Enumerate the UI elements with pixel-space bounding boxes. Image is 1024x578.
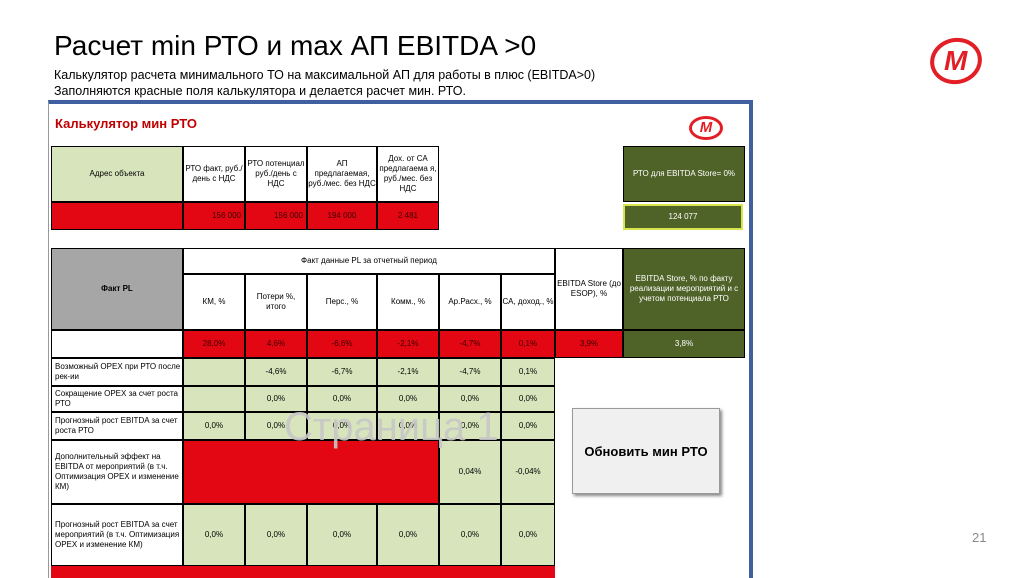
row-label: Сокращение OPEX за счет роста РТО: [51, 386, 183, 412]
brand-logo: М: [925, 33, 987, 89]
rto-fact-header: РТО факт, руб./день с НДС: [183, 146, 245, 202]
col-comm: Комм., %: [377, 274, 439, 330]
row2-c2: 0,0%: [307, 412, 377, 440]
watermark: Страница 1: [284, 405, 499, 449]
row1-c4: 0,0%: [439, 386, 501, 412]
row3-c0: 0,04%: [439, 440, 501, 504]
row0-c5: 0,1%: [501, 358, 555, 386]
row1-c5: 0,0%: [501, 386, 555, 412]
row2-c1: 0,0%: [245, 412, 307, 440]
rto-ebitda-value: 124 077: [623, 204, 743, 230]
row2-c0: 0,0%: [183, 412, 245, 440]
fact-comm[interactable]: -2,1%: [377, 330, 439, 358]
col-rent: Ар.Расх., %: [439, 274, 501, 330]
col-ca: СА, доход., %: [501, 274, 555, 330]
income-ca-header: Дох. от СА предлагаема я, руб./мес. без …: [377, 146, 439, 202]
update-min-rto-button[interactable]: Обновить мин РТО: [572, 408, 720, 494]
row4-c2: 0,0%: [307, 504, 377, 566]
row2-c5: 0,0%: [501, 412, 555, 440]
fact-rent[interactable]: -4,7%: [439, 330, 501, 358]
fact-pl-label: Факт PL: [51, 248, 183, 330]
col-ebitda: EBITDA Store (до ESOP), %: [555, 248, 623, 330]
address-input[interactable]: [51, 202, 183, 230]
row0-c2: -6,7%: [307, 358, 377, 386]
col-losses: Потери %, итого: [245, 274, 307, 330]
row1-c2: 0,0%: [307, 386, 377, 412]
rto-potential-input[interactable]: 156 000: [245, 202, 307, 230]
rto-fact-input[interactable]: 156 000: [183, 202, 245, 230]
rto-potential-header: РТО потенциал руб./день с НДС: [245, 146, 307, 202]
ebitda-fact-header: EBITDA Store, % по факту реализации меро…: [623, 248, 745, 330]
row-label: Прогнозный рост EBITDA за счет мероприят…: [51, 504, 183, 566]
pl-section-label: Факт данные PL за отчетный период: [183, 248, 555, 274]
row3-red-input[interactable]: [183, 440, 439, 504]
row2-c4: 0,0%: [439, 412, 501, 440]
rto-ebitda-header: РТО для EBITDA Store= 0%: [623, 146, 745, 202]
ebitda-fact-value: 3,8%: [623, 330, 745, 358]
bottom-red-strip: [51, 566, 555, 578]
ap-header: АП предлагаемая, руб./мес. без НДС: [307, 146, 377, 202]
slide-title: Расчет min РТО и max АП EBITDA >0: [54, 30, 537, 61]
row4-c4: 0,0%: [439, 504, 501, 566]
row-label: Прогнозный рост EBITDA за счет роста РТО: [51, 412, 183, 440]
fact-ebitda[interactable]: 3,9%: [555, 330, 623, 358]
row4-c0: 0,0%: [183, 504, 245, 566]
row4-c1: 0,0%: [245, 504, 307, 566]
row0-c3: -2,1%: [377, 358, 439, 386]
page-number: 21: [972, 530, 987, 545]
fact-row-label: [51, 330, 183, 358]
row4-c5: 0,0%: [501, 504, 555, 566]
row-label: Возможный OPEX при РТО после рек-ии: [51, 358, 183, 386]
row-label: Дополнительный эффект на EBITDA от мероп…: [51, 440, 183, 504]
row0-c1: -4,6%: [245, 358, 307, 386]
row3-c1: -0,04%: [501, 440, 555, 504]
row0-c4: -4,7%: [439, 358, 501, 386]
fact-personnel[interactable]: -6,6%: [307, 330, 377, 358]
col-km: КМ, %: [183, 274, 245, 330]
row1-c1: 0,0%: [245, 386, 307, 412]
fact-ca[interactable]: 0,1%: [501, 330, 555, 358]
fact-km[interactable]: 28,0%: [183, 330, 245, 358]
row0-c0: [183, 358, 245, 386]
address-label: Адрес объекта: [51, 146, 183, 202]
row1-c0: [183, 386, 245, 412]
calc-logo: М: [689, 116, 723, 140]
logo-letter: М: [944, 45, 968, 77]
subtitle-1: Калькулятор расчета минимального ТО на м…: [54, 68, 596, 82]
fact-losses[interactable]: 4,6%: [245, 330, 307, 358]
subtitle-2: Заполняются красные поля калькулятора и …: [54, 84, 466, 98]
calc-title: Калькулятор мин РТО: [55, 115, 197, 131]
row1-c3: 0,0%: [377, 386, 439, 412]
income-ca-input[interactable]: 2 481: [377, 202, 439, 230]
col-personnel: Перс., %: [307, 274, 377, 330]
row4-c3: 0,0%: [377, 504, 439, 566]
row2-c3: 0,0%: [377, 412, 439, 440]
calculator-sheet: Калькулятор мин РТО М Адрес объекта РТО …: [48, 100, 753, 578]
ap-input[interactable]: 194 000: [307, 202, 377, 230]
